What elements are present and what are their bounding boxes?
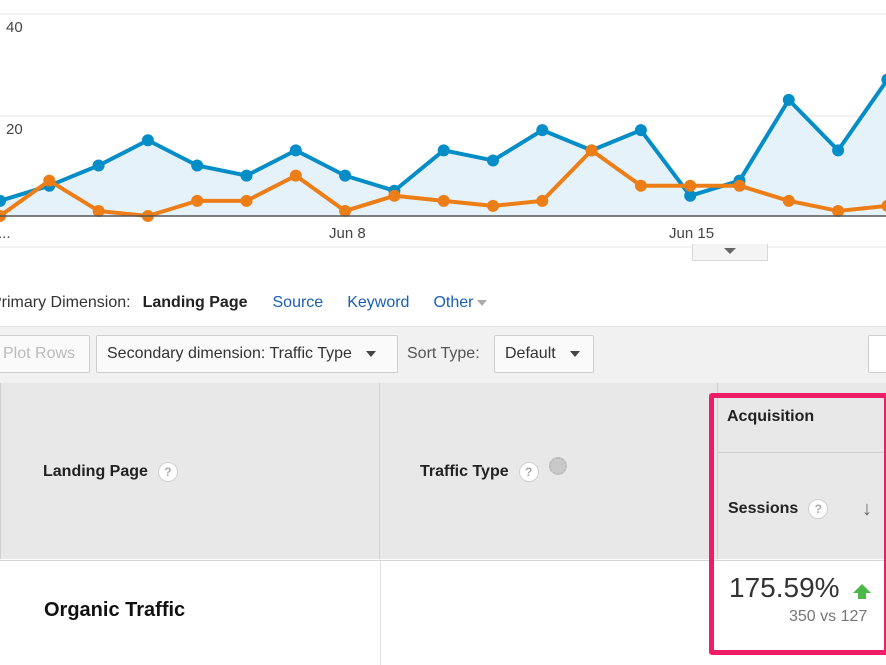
data-point[interactable] bbox=[684, 189, 697, 202]
data-point[interactable] bbox=[289, 144, 302, 157]
data-point[interactable] bbox=[388, 189, 401, 202]
sort-type-value: Default bbox=[505, 345, 556, 362]
data-point[interactable] bbox=[289, 169, 302, 182]
data-point[interactable] bbox=[487, 154, 499, 167]
acquisition-group-label: Acquisition bbox=[727, 408, 815, 425]
plot-rows-label: Plot Rows bbox=[3, 345, 76, 362]
sessions-change-percent: 175.59% bbox=[729, 572, 840, 603]
data-point[interactable] bbox=[92, 159, 105, 172]
table-toolbar: Plot Rows Secondary dimension: Traffic T… bbox=[0, 326, 886, 384]
data-point[interactable] bbox=[634, 124, 647, 137]
secondary-dimension-dropdown[interactable]: Secondary dimension: Traffic Type bbox=[96, 335, 398, 373]
chevron-down-icon bbox=[724, 248, 736, 254]
table-row: Organic Traffic bbox=[0, 560, 886, 665]
trend-up-icon-stem bbox=[858, 592, 866, 599]
primary-dimension-bar: Primary Dimension: Landing Page Source K… bbox=[0, 288, 511, 318]
acquisition-column-header: Acquisition Sessions? bbox=[718, 383, 886, 559]
sort-type-dropdown[interactable]: Default bbox=[494, 335, 594, 373]
data-point[interactable] bbox=[191, 194, 204, 207]
x-tick-label: Jun 15 bbox=[669, 225, 714, 242]
data-point[interactable] bbox=[43, 174, 56, 187]
data-point[interactable] bbox=[141, 134, 154, 147]
dimension-source-link[interactable]: Source bbox=[272, 294, 324, 311]
traffic-type-column-header[interactable]: Traffic Type? bbox=[380, 383, 718, 559]
secondary-dimension-label: Secondary dimension: Traffic Type bbox=[107, 345, 352, 362]
data-point[interactable] bbox=[634, 179, 647, 192]
primary-dimension-label: Primary Dimension: bbox=[0, 294, 131, 311]
landing-page-header-label: Landing Page bbox=[43, 463, 148, 480]
data-point[interactable] bbox=[0, 194, 6, 207]
acquisition-divider bbox=[718, 452, 886, 453]
help-icon[interactable]: ? bbox=[157, 462, 178, 482]
help-icon[interactable]: ? bbox=[808, 499, 829, 519]
remove-dimension-icon[interactable] bbox=[548, 457, 567, 475]
traffic-type-header-label: Traffic Type bbox=[420, 463, 509, 480]
data-point[interactable] bbox=[92, 204, 105, 217]
plot-rows-button[interactable]: Plot Rows bbox=[0, 335, 90, 373]
data-point[interactable] bbox=[881, 73, 886, 86]
chevron-down-icon bbox=[365, 351, 376, 357]
dimension-landing-page[interactable]: Landing Page bbox=[142, 294, 248, 311]
help-icon[interactable]: ? bbox=[518, 462, 539, 482]
trend-up-icon bbox=[853, 584, 871, 593]
series-layer bbox=[0, 73, 886, 222]
sessions-header-label[interactable]: Sessions bbox=[728, 500, 799, 517]
y-tick-label: 40 bbox=[6, 19, 23, 36]
data-point[interactable] bbox=[585, 144, 598, 157]
chart-collapse-handle[interactable] bbox=[692, 244, 768, 261]
data-point[interactable] bbox=[240, 194, 253, 207]
landing-page-column-header[interactable]: Landing Page? bbox=[0, 383, 380, 559]
data-point[interactable] bbox=[832, 204, 845, 217]
search-input[interactable] bbox=[868, 335, 886, 373]
sort-type-label: Sort Type: bbox=[407, 345, 480, 362]
data-point[interactable] bbox=[437, 144, 450, 157]
column-divider bbox=[380, 561, 381, 665]
x-tick-label: Jun 8 bbox=[329, 225, 366, 242]
data-point[interactable] bbox=[536, 194, 549, 207]
sessions-compare-values: 350 vs 127 bbox=[789, 608, 868, 625]
chevron-down-icon bbox=[569, 351, 580, 357]
chevron-down-icon bbox=[477, 299, 488, 306]
data-point[interactable] bbox=[240, 169, 253, 182]
data-point[interactable] bbox=[832, 144, 845, 157]
dimension-keyword-link[interactable]: Keyword bbox=[347, 294, 410, 311]
data-point[interactable] bbox=[437, 194, 450, 207]
data-point[interactable] bbox=[684, 179, 697, 192]
y-tick-label: 20 bbox=[6, 121, 23, 138]
data-point[interactable] bbox=[191, 159, 204, 172]
series-area bbox=[0, 81, 886, 216]
data-point[interactable] bbox=[339, 169, 352, 182]
data-point[interactable] bbox=[782, 93, 795, 106]
sessions-line-chart: 40 20 ... Jun 8 Jun 15 bbox=[0, 13, 886, 248]
data-point[interactable] bbox=[487, 199, 499, 212]
data-point[interactable] bbox=[536, 124, 549, 137]
other-label: Other bbox=[433, 294, 474, 311]
data-point[interactable] bbox=[733, 179, 746, 192]
sort-descending-icon[interactable]: ↓ bbox=[862, 498, 872, 520]
dimension-other-link[interactable]: Other bbox=[433, 294, 488, 312]
data-point[interactable] bbox=[881, 200, 886, 212]
x-tick-label: ... bbox=[0, 225, 11, 242]
data-point[interactable] bbox=[339, 204, 352, 217]
data-point[interactable] bbox=[782, 194, 795, 207]
row-name: Organic Traffic bbox=[44, 599, 186, 621]
